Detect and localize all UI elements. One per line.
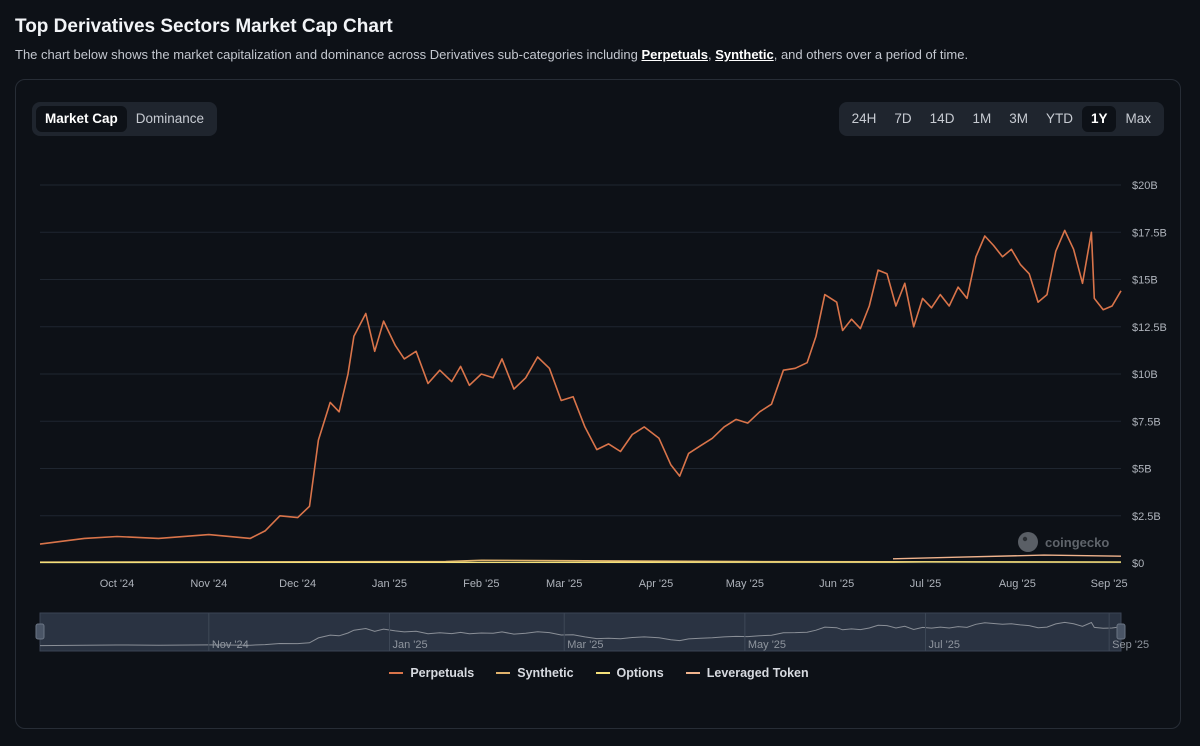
- chart-series-lines: [39, 229, 1122, 564]
- legend-swatch: [496, 672, 511, 674]
- coingecko-watermark: coingecko: [1018, 532, 1109, 552]
- x-tick-label: Sep '25: [1091, 578, 1128, 590]
- perpetuals-link[interactable]: Perpetuals: [641, 47, 708, 62]
- series-line-leveraged-token: [892, 554, 1122, 560]
- series-line-perpetuals: [39, 229, 1122, 545]
- metric-toggle: Market Cap Dominance: [32, 102, 218, 136]
- x-axis-labels: Oct '24 Nov '24 Dec '24 Jan '25 Feb '25 Mar '…: [100, 578, 1128, 590]
- coingecko-watermark-text: coingecko: [1045, 535, 1109, 550]
- range-max-button[interactable]: Max: [1125, 111, 1151, 126]
- legend-label: Perpetuals: [410, 666, 475, 680]
- chart-card: Market Cap Dominance 24H 7D 14D 1M 3M YT…: [15, 79, 1181, 729]
- market-cap-chart[interactable]: $0$2.5B$5B$7.5B$10B$12.5B$15B$17.5B$20B …: [16, 80, 1180, 660]
- legend-label: Leveraged Token: [706, 666, 809, 680]
- x-tick-label: Oct '24: [100, 578, 135, 590]
- tab-market-cap[interactable]: Market Cap: [36, 106, 127, 132]
- x-tick-label: Mar '25: [546, 578, 582, 590]
- y-tick-label: $12.5B: [1132, 322, 1167, 334]
- x-tick-label: Aug '25: [999, 578, 1036, 590]
- legend-label: Options: [616, 666, 664, 680]
- y-tick-label: $0: [1132, 558, 1144, 570]
- navigator-tick-label: Jul '25: [929, 639, 960, 651]
- legend-item-perpetuals[interactable]: Perpetuals: [389, 666, 474, 680]
- x-tick-label: Apr '25: [639, 578, 674, 590]
- description-text-after: , and others over a period of time.: [773, 47, 969, 62]
- navigator-tick-label: Sep '25: [1112, 639, 1149, 651]
- x-tick-label: May '25: [726, 578, 764, 590]
- navigator-right-handle[interactable]: [1116, 623, 1126, 640]
- coingecko-logo-eye: [1022, 536, 1028, 542]
- legend-item-synthetic[interactable]: Synthetic: [496, 666, 574, 680]
- page-description: The chart below shows the market capital…: [15, 47, 968, 62]
- synthetic-link[interactable]: Synthetic: [715, 47, 774, 62]
- navigator-tick-label: Mar '25: [567, 639, 603, 651]
- x-tick-label: Nov '24: [190, 578, 227, 590]
- range-14d-button[interactable]: 14D: [929, 111, 955, 126]
- chart-grid: [40, 184, 1121, 564]
- x-tick-label: Dec '24: [279, 578, 316, 590]
- range-1y-button[interactable]: 1Y: [1081, 106, 1117, 132]
- x-tick-label: Jul '25: [910, 578, 941, 590]
- navigator-tick-label: Nov '24: [212, 639, 249, 651]
- chart-legend: Perpetuals Synthetic Options Leveraged T…: [16, 666, 1182, 680]
- range-navigator[interactable]: Nov '24 Jan '25 Mar '25 May '25 Jul '25 Sep '…: [35, 612, 1149, 652]
- series-line-options: [39, 561, 1122, 564]
- y-axis-labels: $0 $2.5B $5B $7.5B $10B $12.5B $15B $17.5B $20B: [1132, 180, 1167, 570]
- x-tick-label: Jan '25: [372, 578, 407, 590]
- legend-swatch: [595, 672, 610, 674]
- y-tick-label: $10B: [1132, 369, 1158, 381]
- range-1m-button[interactable]: 1M: [972, 111, 992, 126]
- navigator-left-handle[interactable]: [35, 623, 45, 640]
- range-3m-button[interactable]: 3M: [1009, 111, 1028, 126]
- y-tick-label: $20B: [1132, 180, 1158, 192]
- legend-item-leveraged-token[interactable]: Leveraged Token: [685, 666, 809, 680]
- legend-swatch: [389, 672, 404, 674]
- y-tick-label: $2.5B: [1132, 511, 1161, 523]
- range-24h-button[interactable]: 24H: [851, 111, 877, 126]
- legend-item-options[interactable]: Options: [595, 666, 664, 680]
- y-tick-label: $15B: [1132, 275, 1158, 287]
- legend-swatch: [685, 672, 700, 674]
- navigator-series-line: [39, 621, 1122, 647]
- time-range-selector: 24H 7D 14D 1M 3M YTD 1Y Max: [838, 102, 1164, 136]
- coingecko-logo-icon: [1018, 532, 1038, 552]
- y-tick-label: $17.5B: [1132, 227, 1167, 239]
- y-tick-label: $5B: [1132, 464, 1152, 476]
- description-comma: ,: [707, 47, 716, 62]
- navigator-tick-label: Jan '25: [392, 639, 427, 651]
- range-ytd-button[interactable]: YTD: [1045, 111, 1073, 126]
- description-text-before: The chart below shows the market capital…: [15, 47, 642, 62]
- x-tick-label: Feb '25: [463, 578, 499, 590]
- tab-dominance[interactable]: Dominance: [135, 111, 205, 126]
- navigator-tick-label: May '25: [748, 639, 786, 651]
- range-7d-button[interactable]: 7D: [894, 111, 912, 126]
- page-title: Top Derivatives Sectors Market Cap Chart: [15, 16, 393, 37]
- y-tick-label: $7.5B: [1132, 416, 1161, 428]
- x-tick-label: Jun '25: [819, 578, 854, 590]
- legend-label: Synthetic: [517, 666, 574, 680]
